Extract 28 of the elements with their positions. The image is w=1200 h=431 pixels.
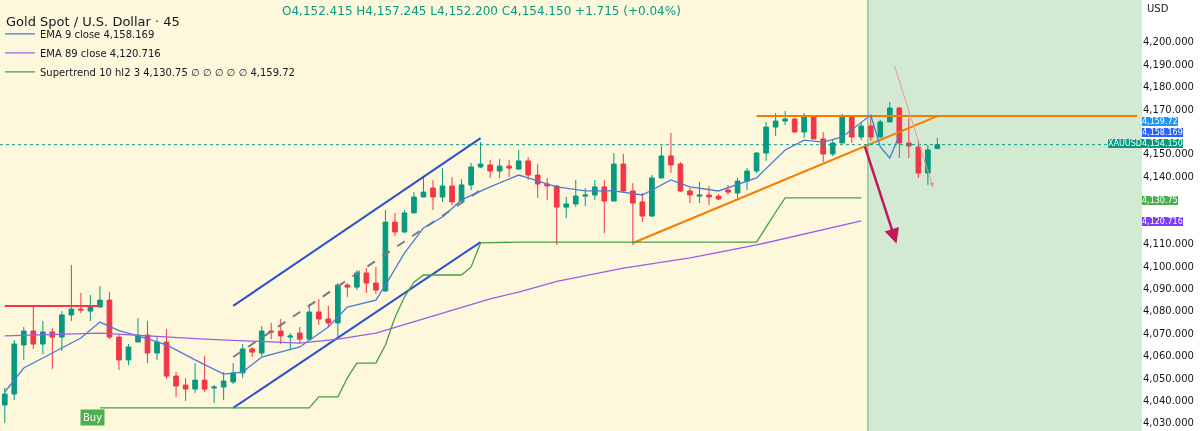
y-tick-label: 4,100.000 xyxy=(1143,260,1194,272)
y-tick-label: 4,040.000 xyxy=(1143,395,1194,407)
annotation: XAUUSD xyxy=(1108,139,1142,148)
y-tick-label: 4,070.000 xyxy=(1143,327,1194,339)
annotation: 4,158.169 xyxy=(1142,128,1183,137)
y-tick-label: 4,030.000 xyxy=(1143,417,1194,429)
legend-label: EMA 89 close 4,120.716 xyxy=(40,47,161,59)
annotation: Buy xyxy=(83,412,103,423)
legend-label: Supertrend 10 hl2 3 4,130.75 ∅ ∅ ∅ ∅ ∅ 4,159.72 xyxy=(40,66,295,78)
annotation: 4,159.72 xyxy=(1142,117,1178,126)
y-tick-label: 4,050.000 xyxy=(1143,372,1194,384)
y-tick-label: 4,190.000 xyxy=(1143,58,1194,70)
annotation: O4,152.415 H4,157.245 L4,152.200 C4,154.150 +1.715 (+0.04%) xyxy=(282,4,681,18)
y-tick-label: 4,090.000 xyxy=(1143,282,1194,294)
y-tick-label: 4,140.000 xyxy=(1143,170,1194,182)
y-tick-label: 4,080.000 xyxy=(1143,305,1194,317)
y-tick-label: 4,200.000 xyxy=(1143,36,1194,48)
y-tick-label: 4,150.000 xyxy=(1143,148,1194,160)
annotation: 4,154.150 xyxy=(1142,139,1183,148)
legend-label: EMA 9 close 4,158.169 xyxy=(40,28,155,40)
text: Gold Spot / U.S. Dollar · 45 xyxy=(6,14,180,30)
y-tick-label: 4,170.000 xyxy=(1143,103,1194,115)
y-tick-label: 4,060.000 xyxy=(1143,350,1194,362)
annotation: 4,120.716 xyxy=(1142,217,1183,226)
y-tick-label: 4,180.000 xyxy=(1143,81,1194,93)
annotation: 4,130.75 xyxy=(1142,196,1178,205)
text: USD xyxy=(1147,3,1169,14)
y-tick-label: 4,110.000 xyxy=(1143,238,1194,250)
